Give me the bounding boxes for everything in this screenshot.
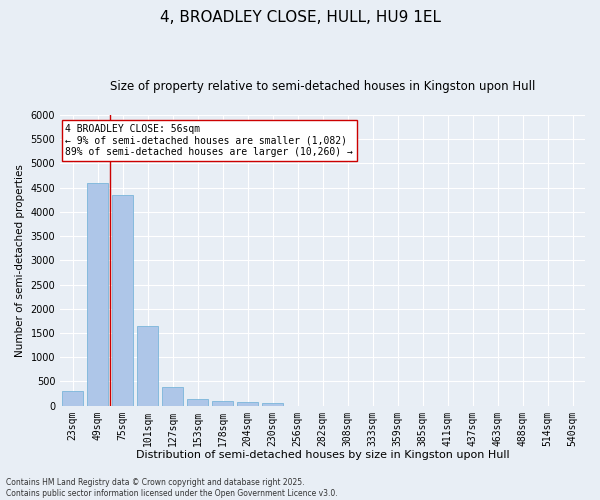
- Title: Size of property relative to semi-detached houses in Kingston upon Hull: Size of property relative to semi-detach…: [110, 80, 535, 93]
- Bar: [262, 403, 283, 406]
- Text: 4 BROADLEY CLOSE: 56sqm
← 9% of semi-detached houses are smaller (1,082)
89% of : 4 BROADLEY CLOSE: 56sqm ← 9% of semi-det…: [65, 124, 353, 157]
- Bar: [87, 183, 108, 406]
- Text: Contains HM Land Registry data © Crown copyright and database right 2025.
Contai: Contains HM Land Registry data © Crown c…: [6, 478, 338, 498]
- Text: 4, BROADLEY CLOSE, HULL, HU9 1EL: 4, BROADLEY CLOSE, HULL, HU9 1EL: [160, 10, 440, 25]
- Bar: [162, 388, 183, 406]
- X-axis label: Distribution of semi-detached houses by size in Kingston upon Hull: Distribution of semi-detached houses by …: [136, 450, 509, 460]
- Bar: [212, 401, 233, 406]
- Bar: [187, 400, 208, 406]
- Bar: [62, 390, 83, 406]
- Bar: [137, 326, 158, 406]
- Y-axis label: Number of semi-detached properties: Number of semi-detached properties: [15, 164, 25, 357]
- Bar: [112, 195, 133, 406]
- Bar: [237, 402, 258, 406]
